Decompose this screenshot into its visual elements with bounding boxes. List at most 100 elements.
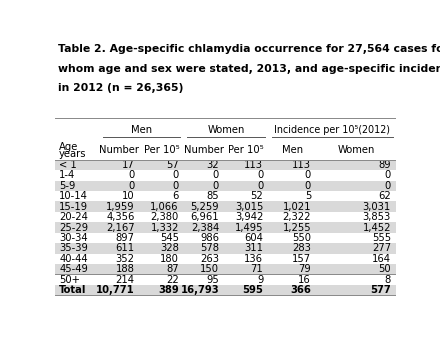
Text: 2,322: 2,322 — [282, 212, 311, 222]
Text: 1,332: 1,332 — [150, 222, 179, 233]
Text: 578: 578 — [200, 243, 219, 253]
Text: 85: 85 — [206, 191, 219, 201]
Text: 0: 0 — [172, 171, 179, 180]
Bar — [55, 181, 396, 191]
Bar — [55, 160, 396, 170]
Text: 35-39: 35-39 — [59, 243, 88, 253]
Text: 366: 366 — [290, 285, 311, 295]
Bar — [55, 243, 396, 253]
Text: 5-9: 5-9 — [59, 181, 76, 191]
Text: 611: 611 — [115, 243, 135, 253]
Text: 89: 89 — [378, 160, 391, 170]
Text: 277: 277 — [372, 243, 391, 253]
Text: 113: 113 — [292, 160, 311, 170]
Text: 545: 545 — [160, 233, 179, 243]
Text: 1,495: 1,495 — [235, 222, 264, 233]
Text: 0: 0 — [172, 181, 179, 191]
Text: 4,356: 4,356 — [106, 212, 135, 222]
Text: 40-44: 40-44 — [59, 254, 88, 264]
Text: 604: 604 — [245, 233, 264, 243]
Text: 20-24: 20-24 — [59, 212, 88, 222]
Text: 0: 0 — [385, 181, 391, 191]
Text: 95: 95 — [206, 275, 219, 285]
Text: 180: 180 — [160, 254, 179, 264]
Text: 2,384: 2,384 — [191, 222, 219, 233]
Text: 71: 71 — [251, 264, 264, 274]
Text: 25-29: 25-29 — [59, 222, 88, 233]
Text: Men: Men — [282, 146, 303, 155]
Text: 2,167: 2,167 — [106, 222, 135, 233]
Text: 62: 62 — [378, 191, 391, 201]
Text: 113: 113 — [244, 160, 264, 170]
Text: 87: 87 — [166, 264, 179, 274]
Text: 3,853: 3,853 — [363, 212, 391, 222]
Text: 283: 283 — [292, 243, 311, 253]
Text: 1-4: 1-4 — [59, 171, 75, 180]
Text: 3,942: 3,942 — [235, 212, 264, 222]
Text: 263: 263 — [200, 254, 219, 264]
Bar — [55, 222, 396, 233]
Text: 79: 79 — [298, 264, 311, 274]
Text: Number: Number — [184, 146, 224, 155]
Text: 550: 550 — [292, 233, 311, 243]
Text: 3,015: 3,015 — [235, 202, 264, 212]
Text: 57: 57 — [166, 160, 179, 170]
Text: 30-34: 30-34 — [59, 233, 88, 243]
Text: 555: 555 — [372, 233, 391, 243]
Text: 10,771: 10,771 — [96, 285, 135, 295]
Text: 0: 0 — [257, 181, 264, 191]
Text: 17: 17 — [122, 160, 135, 170]
Text: years: years — [59, 149, 87, 159]
Bar — [55, 202, 396, 212]
Text: 0: 0 — [213, 181, 219, 191]
Text: 22: 22 — [166, 275, 179, 285]
Text: 6,961: 6,961 — [191, 212, 219, 222]
Text: 352: 352 — [115, 254, 135, 264]
Text: 5,259: 5,259 — [191, 202, 219, 212]
Text: 0: 0 — [305, 181, 311, 191]
Text: 150: 150 — [200, 264, 219, 274]
Text: 3,031: 3,031 — [363, 202, 391, 212]
Text: Table 2. Age-specific chlamydia occurrence for 27,564 cases for: Table 2. Age-specific chlamydia occurren… — [58, 44, 440, 54]
Text: 0: 0 — [385, 171, 391, 180]
Text: 1,021: 1,021 — [282, 202, 311, 212]
Text: 0: 0 — [128, 171, 135, 180]
Text: 50: 50 — [378, 264, 391, 274]
Text: 328: 328 — [160, 243, 179, 253]
Text: 157: 157 — [292, 254, 311, 264]
Text: 595: 595 — [242, 285, 264, 295]
Text: 50+: 50+ — [59, 275, 80, 285]
Text: 10: 10 — [122, 191, 135, 201]
Text: 32: 32 — [206, 160, 219, 170]
Bar — [55, 285, 396, 295]
Text: 16,793: 16,793 — [180, 285, 219, 295]
Text: Per 10⁵: Per 10⁵ — [228, 146, 264, 155]
Text: 16: 16 — [298, 275, 311, 285]
Text: 15-19: 15-19 — [59, 202, 88, 212]
Text: 0: 0 — [305, 171, 311, 180]
Text: 897: 897 — [115, 233, 135, 243]
Text: Women: Women — [208, 125, 245, 135]
Text: 1,066: 1,066 — [150, 202, 179, 212]
Text: 5: 5 — [305, 191, 311, 201]
Text: 10-14: 10-14 — [59, 191, 88, 201]
Text: whom age and sex were stated, 2013, and age-specific incidence: whom age and sex were stated, 2013, and … — [58, 64, 440, 74]
Text: 45-49: 45-49 — [59, 264, 88, 274]
Text: 389: 389 — [158, 285, 179, 295]
Text: Per 10⁵: Per 10⁵ — [144, 146, 180, 155]
Text: < 1: < 1 — [59, 160, 77, 170]
Text: Total: Total — [59, 285, 87, 295]
Text: 1,959: 1,959 — [106, 202, 135, 212]
Text: Age: Age — [59, 142, 78, 152]
Text: 9: 9 — [257, 275, 264, 285]
Text: Women: Women — [337, 146, 375, 155]
Text: 136: 136 — [244, 254, 264, 264]
Text: in 2012 (n = 26,365): in 2012 (n = 26,365) — [58, 83, 183, 93]
Text: 311: 311 — [244, 243, 264, 253]
Text: 1,452: 1,452 — [363, 222, 391, 233]
Text: Incidence per 10⁵(2012): Incidence per 10⁵(2012) — [274, 125, 390, 135]
Text: 986: 986 — [200, 233, 219, 243]
Bar — [55, 264, 396, 274]
Text: 2,380: 2,380 — [150, 212, 179, 222]
Text: 0: 0 — [213, 171, 219, 180]
